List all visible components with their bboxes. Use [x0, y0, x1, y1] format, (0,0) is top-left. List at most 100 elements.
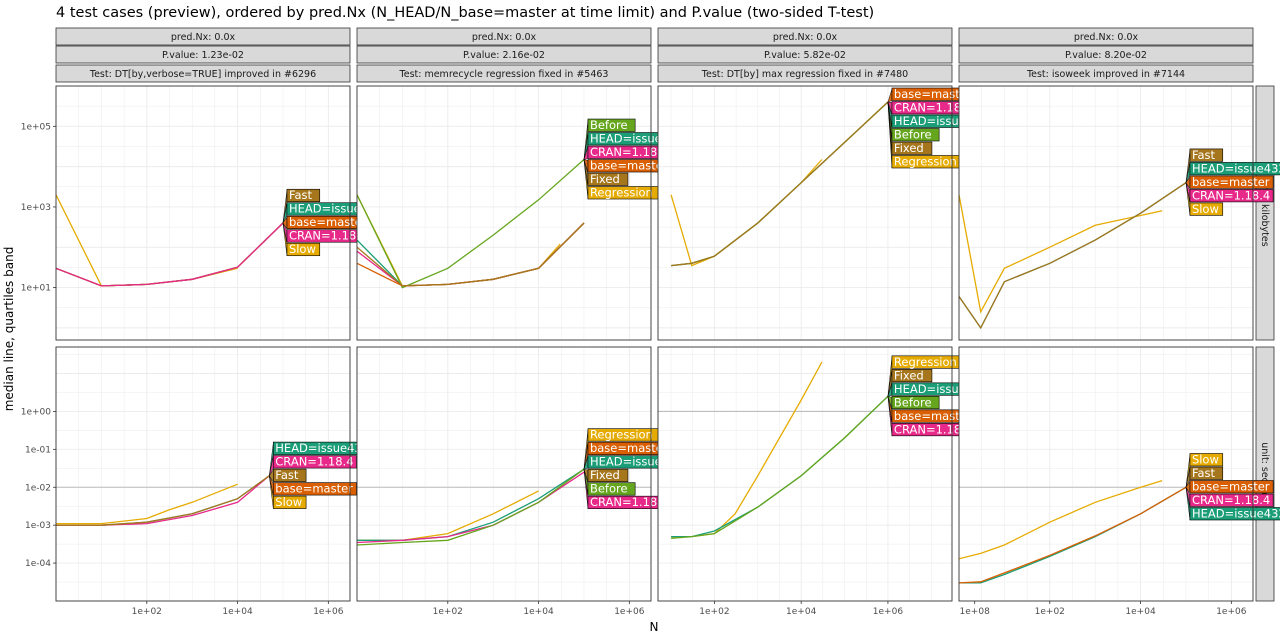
row-strip-label: unit: seconds — [1259, 442, 1270, 506]
series-line-fast — [56, 475, 270, 526]
panel-seconds-2: Regressionbase=masterHEAD=issue43255Fixe… — [356, 346, 701, 617]
panel-plot-area — [56, 347, 350, 601]
direct-label: CRAN=1.18.4 — [1192, 188, 1270, 202]
x-tick-label: 1e+06 — [313, 607, 344, 617]
facet-strip-label: Test: DT[by,verbose=TRUE] improved in #6… — [89, 69, 316, 80]
series-line-slow — [56, 483, 238, 525]
label-box — [891, 141, 933, 155]
label-box — [286, 188, 321, 203]
x-tick-label: 1e+04 — [523, 607, 554, 617]
facet-strip — [657, 64, 953, 83]
x-tick-label: 1e+02 — [699, 607, 729, 617]
label-box — [1189, 507, 1280, 521]
x-tick-label: 1e+04 — [786, 607, 817, 617]
panel-kilobytes-4: FastHEAD=issue43255base=masterCRAN=1.18.… — [958, 85, 1280, 341]
facet-strip-label: P.value: 1.23e-02 — [162, 50, 244, 61]
direct-label: CRAN=1.18.4 — [894, 101, 972, 115]
direct-label: Fixed — [894, 141, 924, 155]
panel-kilobytes-3: base=masterCRAN=1.18.4HEAD=issue43255Bef… — [657, 85, 1005, 341]
direct-label: Slow — [1192, 202, 1219, 216]
direct-label: Fast — [289, 188, 313, 202]
facet-strip-label: Test: memrecycle regression fixed in #54… — [399, 69, 609, 80]
series-line-slow — [959, 479, 1163, 560]
panel-border — [958, 346, 1254, 602]
panel-border — [356, 346, 652, 602]
label-box — [1189, 466, 1224, 480]
direct-label: Fixed — [590, 172, 620, 186]
label-box — [1189, 480, 1274, 494]
label-box — [1189, 175, 1274, 189]
x-tick-label: 1e+04 — [1125, 607, 1156, 617]
direct-label: CRAN=1.18.4 — [1192, 493, 1270, 507]
y-tick-label: 1e+05 — [21, 122, 51, 132]
label-box — [1189, 493, 1274, 507]
direct-label: base=master — [275, 482, 353, 496]
facet-strip — [657, 27, 953, 46]
panel-kilobytes-2: BeforeHEAD=issue43255CRAN=1.18.4base=mas… — [356, 85, 701, 341]
label-box — [272, 482, 357, 496]
chart-title: 4 test cases (preview), ordered by pred.… — [56, 5, 874, 21]
facet-strip — [958, 45, 1254, 64]
series-line-before — [357, 159, 585, 289]
direct-label: Regression — [894, 355, 957, 369]
facet-strip-label: Test: isoweek improved in #7144 — [1026, 69, 1185, 80]
facet-strip-label: P.value: 5.82e-02 — [764, 50, 846, 61]
series-line-fast — [959, 182, 1187, 330]
direct-label: HEAD=issue43255 — [1192, 507, 1280, 521]
y-tick-label: 1e-03 — [25, 521, 51, 531]
panel-plot-area — [56, 86, 350, 340]
facet-strip-label: P.value: 2.16e-02 — [463, 50, 545, 61]
y-tick-label: 1e+00 — [21, 407, 52, 417]
row-strip-label: unit: kilobytes — [1259, 179, 1270, 246]
direct-label: Slow — [289, 242, 316, 256]
direct-label: base=master — [1192, 175, 1270, 189]
facet-strip-label: pred.Nx: 0.0x — [171, 32, 236, 43]
facet-strip — [356, 45, 652, 64]
facet-strip-label: P.value: 8.20e-02 — [1065, 50, 1147, 61]
series-line-before — [671, 395, 889, 539]
facet-strip-label: Test: DT[by] max regression fixed in #74… — [701, 69, 908, 80]
facet-panels: pred.Nx: 0.0x P.value: 1.23e-02 Test: DT[b… — [21, 27, 1280, 617]
direct-label: base=master — [590, 441, 668, 455]
direct-label: Fast — [275, 468, 299, 482]
direct-label: Slow — [275, 495, 302, 509]
y-tick-label: 1e-02 — [25, 483, 51, 493]
direct-label: Fixed — [894, 368, 924, 382]
label-box — [587, 468, 629, 482]
panel-plot-area — [959, 86, 1253, 340]
y-axis-label: median line, quartiles band — [2, 247, 16, 412]
panel-seconds-3: RegressionFixedHEAD=issue43255Beforebase… — [657, 346, 1005, 617]
y-tick-label: 1e-04 — [25, 559, 51, 569]
direct-label: Fixed — [590, 468, 620, 482]
label-box — [1189, 453, 1224, 467]
panel-border — [356, 85, 652, 341]
label-box — [1189, 189, 1274, 203]
x-tick-label: 1e+06 — [614, 607, 645, 617]
facet-strip — [958, 64, 1254, 83]
y-tick-label: 1e+03 — [21, 203, 51, 213]
label-box — [272, 468, 307, 482]
direct-label: CRAN=1.18.4 — [275, 455, 353, 469]
facet-strip — [55, 45, 351, 64]
direct-label: Slow — [1192, 453, 1219, 467]
x-axis-label: N — [650, 620, 659, 634]
x-tick-label: 1e+04 — [222, 607, 253, 617]
direct-label: CRAN=1.18.4 — [590, 495, 668, 509]
row-strip — [1255, 346, 1275, 602]
direct-label: CRAN=1.18.4 — [590, 145, 668, 159]
label-box — [891, 128, 940, 142]
row-strip — [1255, 85, 1275, 341]
direct-label: HEAD=issue43255 — [1192, 161, 1280, 175]
direct-label: base=master — [590, 159, 668, 173]
panel-border — [55, 85, 351, 341]
facet-strip — [55, 64, 351, 83]
label-box — [587, 172, 629, 186]
x-tick-label: 1e+08 — [960, 607, 991, 617]
y-tick-label: 1e+01 — [21, 284, 51, 294]
label-box — [891, 396, 940, 410]
direct-label: Regression — [590, 428, 653, 442]
series-line-base-master — [959, 486, 1187, 584]
facet-strip — [356, 27, 652, 46]
direct-label: Fast — [1192, 148, 1216, 162]
